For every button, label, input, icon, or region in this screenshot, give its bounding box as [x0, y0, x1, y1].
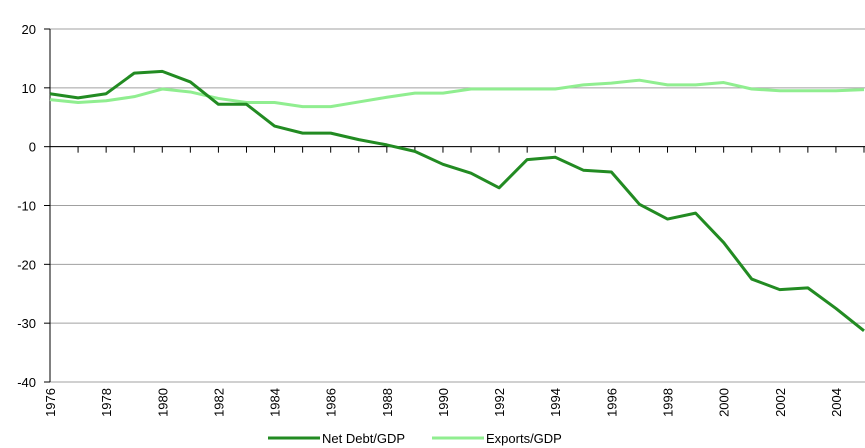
x-tick-label: 1976	[43, 388, 58, 417]
x-tick-label: 2000	[717, 388, 732, 417]
y-tick-label: -30	[17, 316, 36, 331]
x-tick-label: 1994	[548, 388, 563, 417]
legend-label: Net Debt/GDP	[322, 431, 405, 446]
x-tick-label: 1992	[492, 388, 507, 417]
x-tick-label: 1982	[211, 388, 226, 417]
x-tick-label: 1986	[324, 388, 339, 417]
x-tick-label: 2004	[829, 388, 844, 417]
legend-label: Exports/GDP	[486, 431, 562, 446]
x-tick-label: 1980	[155, 388, 170, 417]
x-tick-label: 1984	[268, 388, 283, 417]
x-tick-label: 2002	[773, 388, 788, 417]
data-line	[49, 78, 865, 109]
y-tick-label: 0	[29, 140, 36, 155]
x-tick-label: 1996	[604, 388, 619, 417]
y-tick-label: -10	[17, 199, 36, 214]
x-tick-label: 1988	[380, 388, 395, 417]
x-tick-label: 1978	[99, 388, 114, 417]
data-line	[49, 69, 865, 332]
y-tick-label: -40	[17, 375, 36, 390]
x-tick-label: 1998	[661, 388, 676, 417]
y-tick-label: 10	[22, 81, 36, 96]
y-tick-label: -20	[17, 257, 36, 272]
x-tick-label: 1990	[436, 388, 451, 417]
y-tick-label: 20	[22, 22, 36, 37]
